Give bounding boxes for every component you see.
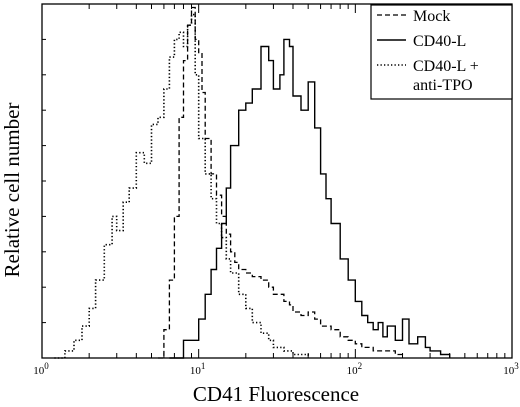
series-line-cd40-l [169, 38, 451, 359]
x-tick-label: 101 [190, 361, 206, 377]
y-axis-title: Relative cell number [0, 103, 24, 278]
series-line-cd40-l-anti-tpo [54, 13, 310, 359]
legend-label: CD40-L [413, 33, 466, 50]
x-tick-label: 102 [347, 361, 363, 377]
series-layer [54, 6, 451, 359]
x-tick-label: 103 [503, 361, 519, 377]
legend-box [370, 4, 513, 100]
x-tick-label: 100 [33, 361, 49, 377]
x-tick-labels: 100 101 102 103 [33, 361, 519, 377]
legend: Mock CD40-L CD40-L + anti-TPO [370, 4, 513, 100]
x-axis-title: CD41 Fluorescence [193, 382, 359, 406]
legend-label: CD40-L + anti-TPO [413, 58, 479, 94]
legend-label: Mock [413, 8, 450, 25]
series-line-mock [158, 6, 404, 359]
